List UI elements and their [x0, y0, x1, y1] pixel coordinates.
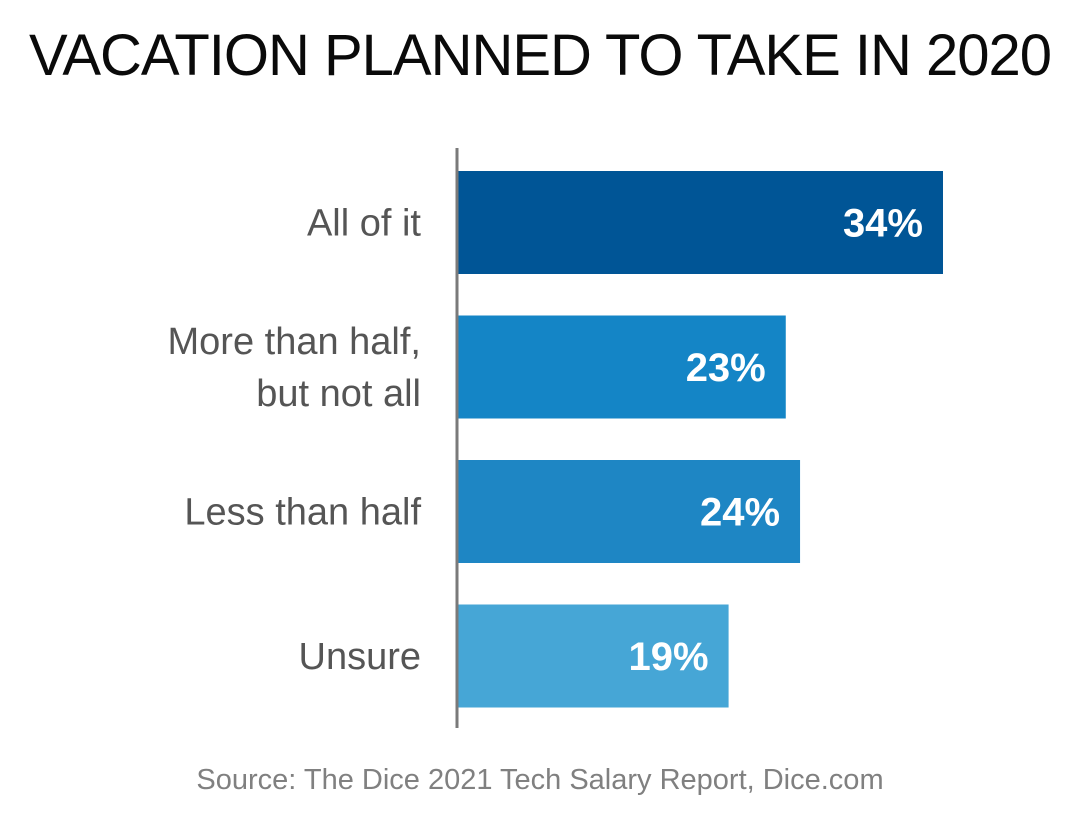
- value-label: 19%: [629, 635, 709, 679]
- bar: [457, 171, 943, 274]
- category-label: All of it: [307, 203, 421, 245]
- category-label: Unsure: [299, 636, 422, 678]
- value-label: 24%: [700, 491, 780, 535]
- bar: [457, 460, 801, 563]
- bar: [457, 604, 729, 708]
- source-note: Source: The Dice 2021 Tech Salary Report…: [196, 764, 884, 796]
- value-label: 23%: [686, 346, 766, 390]
- category-label: More than half, but not all: [168, 321, 421, 415]
- bar: [457, 315, 786, 419]
- chart-title: VACATION PLANNED TO TAKE IN 2020: [28, 23, 1052, 88]
- category-label: Less than half: [184, 492, 421, 534]
- value-label: 34%: [843, 202, 923, 246]
